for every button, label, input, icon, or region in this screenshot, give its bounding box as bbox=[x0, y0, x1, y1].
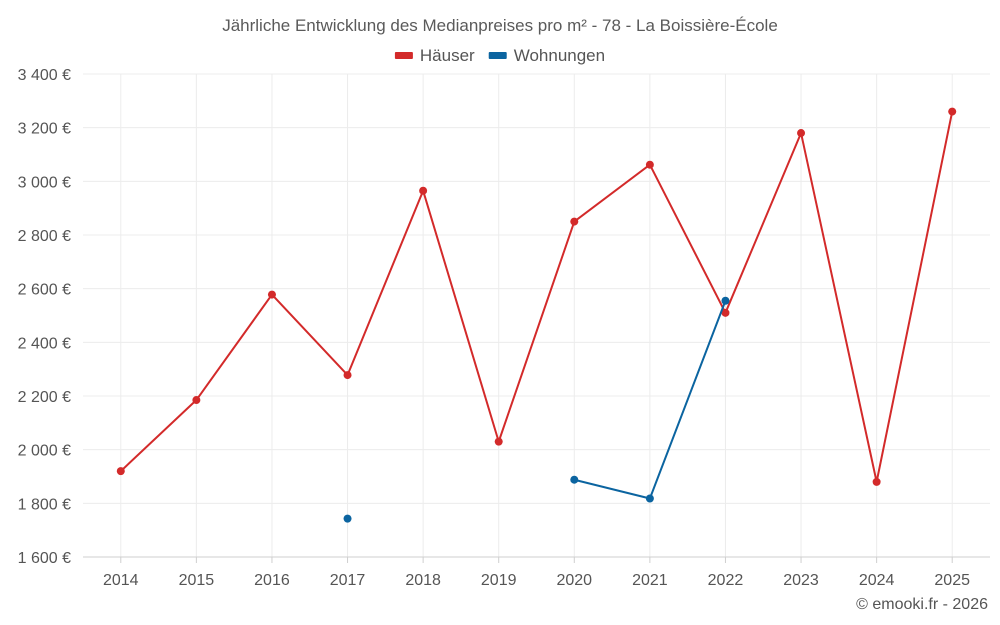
data-point-hauser-2025[interactable] bbox=[948, 107, 957, 116]
data-point-wohnungen-2021[interactable] bbox=[645, 494, 654, 503]
y-tick-label: 1 800 € bbox=[18, 496, 71, 513]
x-tick-label: 2024 bbox=[859, 572, 895, 589]
data-point-hauser-2023[interactable] bbox=[797, 129, 806, 138]
data-point-hauser-2022[interactable] bbox=[721, 308, 730, 317]
y-tick-label: 3 400 € bbox=[18, 67, 71, 84]
x-tick-label: 2017 bbox=[330, 572, 366, 589]
x-tick-label: 2022 bbox=[708, 572, 744, 589]
y-tick-label: 2 600 € bbox=[18, 282, 71, 299]
y-tick-label: 3 200 € bbox=[18, 121, 71, 138]
legend-swatch bbox=[394, 52, 413, 59]
series-layer[interactable] bbox=[116, 107, 957, 523]
data-point-hauser-2020[interactable] bbox=[570, 217, 579, 226]
data-point-wohnungen-2020[interactable] bbox=[570, 475, 579, 484]
credit-text: © emooki.fr - 2026 bbox=[856, 596, 988, 613]
data-point-hauser-2016[interactable] bbox=[267, 290, 276, 299]
grid bbox=[83, 73, 990, 557]
legend[interactable]: Häuser Wohnungen bbox=[394, 46, 605, 65]
x-tick-label: 2021 bbox=[632, 572, 668, 589]
data-point-hauser-2021[interactable] bbox=[645, 160, 654, 169]
x-tick-label: 2018 bbox=[405, 572, 441, 589]
x-axis-ticks: 2014 2015 2016 2017 2018 2019 2020 2021 2022 2023… bbox=[103, 557, 970, 589]
y-tick-label: 2 800 € bbox=[18, 228, 71, 245]
legend-item-wohnungen[interactable]: Wohnungen bbox=[488, 46, 605, 65]
data-point-wohnungen-2017[interactable] bbox=[343, 514, 352, 523]
data-point-hauser-2024[interactable] bbox=[872, 477, 881, 486]
series-hauser[interactable] bbox=[116, 107, 957, 486]
x-tick-label: 2020 bbox=[556, 572, 592, 589]
legend-label: Häuser bbox=[420, 46, 475, 65]
legend-item-hauser[interactable]: Häuser bbox=[394, 46, 475, 65]
series-line-hauser bbox=[120, 111, 954, 483]
y-tick-label: 2 200 € bbox=[18, 389, 71, 406]
y-tick-label: 2 000 € bbox=[18, 443, 71, 460]
series-wohnungen[interactable] bbox=[343, 296, 730, 523]
legend-label: Wohnungen bbox=[514, 46, 605, 65]
x-tick-label: 2025 bbox=[934, 572, 970, 589]
y-tick-label: 2 400 € bbox=[18, 335, 71, 352]
data-point-hauser-2017[interactable] bbox=[343, 371, 352, 380]
x-tick-label: 2019 bbox=[481, 572, 517, 589]
y-axis-ticks: 1 600 € 1 800 € 2 000 € 2 200 € 2 400 € 2 600… bbox=[18, 67, 71, 567]
x-tick-label: 2023 bbox=[783, 572, 819, 589]
data-point-hauser-2018[interactable] bbox=[419, 186, 428, 195]
x-tick-label: 2015 bbox=[179, 572, 215, 589]
x-tick-label: 2016 bbox=[254, 572, 290, 589]
data-point-hauser-2015[interactable] bbox=[192, 396, 201, 405]
data-point-wohnungen-2022[interactable] bbox=[721, 296, 730, 305]
y-tick-label: 3 000 € bbox=[18, 174, 71, 191]
data-point-hauser-2019[interactable] bbox=[494, 437, 503, 446]
x-tick-label: 2014 bbox=[103, 572, 139, 589]
data-point-hauser-2014[interactable] bbox=[116, 467, 125, 476]
y-tick-label: 1 600 € bbox=[18, 550, 71, 567]
chart-title: Jährliche Entwicklung des Medianpreises … bbox=[222, 16, 778, 35]
legend-swatch bbox=[488, 52, 507, 59]
